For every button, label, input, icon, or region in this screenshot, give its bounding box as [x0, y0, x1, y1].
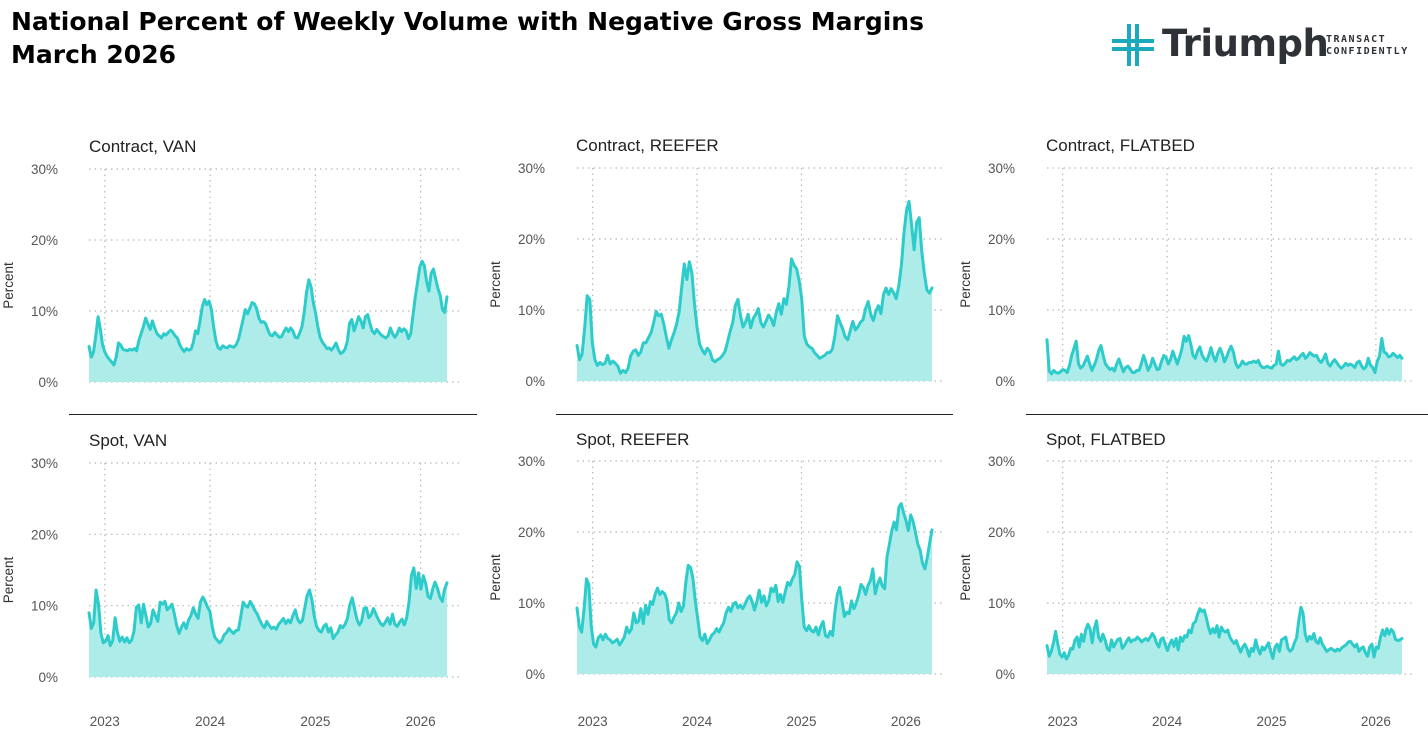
y-tick-label: 10%: [518, 303, 545, 318]
panel-title: Spot, FLATBED: [1046, 430, 1166, 449]
y-tick-label: 30%: [31, 456, 58, 471]
logo-tagline: TRANSACT CONFIDENTLY: [1326, 34, 1409, 58]
y-tick-label: 10%: [31, 304, 58, 319]
x-tick-label: 2024: [195, 714, 226, 729]
panel-spot-van: 0% 10% 20% 30% 2023 2024 2025 2026 Spot, VAN Perc…: [1, 431, 459, 729]
y-tick-label: 20%: [988, 232, 1015, 247]
panel-spot-flatbed: 0% 10% 20% 30% 2023 2024 2025 2026 Spot, FLATBED…: [958, 430, 1414, 729]
x-tick-label: 2026: [891, 714, 921, 729]
x-tick-label: 2023: [578, 714, 608, 729]
y-axis-label: Percent: [958, 554, 973, 601]
y-tick-label: 10%: [988, 303, 1015, 318]
title-line-1: National Percent of Weekly Volume with N…: [11, 7, 924, 36]
x-tick-label: 2024: [682, 714, 713, 729]
row-divider-3: [1026, 414, 1428, 415]
panel-title: Spot, VAN: [89, 431, 167, 450]
row-divider-1: [69, 414, 477, 415]
cross-logo-icon: [1112, 24, 1154, 66]
series-area: [1047, 335, 1402, 381]
x-tick-label: 2025: [300, 714, 330, 729]
series-line: [87, 566, 449, 648]
y-tick-label: 30%: [988, 161, 1015, 176]
y-tick-label: 30%: [518, 454, 545, 469]
y-axis-label: Percent: [958, 261, 973, 308]
series-area: [1047, 607, 1402, 674]
panel-contract-van: 0% 10% 20% 30% Contract, VAN Percent: [1, 137, 459, 390]
series-area: [577, 503, 932, 674]
y-tick-label: 10%: [988, 596, 1015, 611]
chart-title: National Percent of Weekly Volume with N…: [11, 5, 924, 71]
title-line-2: March 2026: [11, 40, 176, 69]
y-tick-label: 20%: [518, 232, 545, 247]
x-tick-label: 2025: [786, 714, 816, 729]
y-tick-label: 0%: [38, 375, 58, 390]
y-tick-label: 10%: [31, 599, 58, 614]
y-tick-label: 30%: [988, 454, 1015, 469]
panel-title: Contract, VAN: [89, 137, 196, 156]
series-area: [89, 567, 447, 677]
x-tick-label: 2024: [1152, 714, 1183, 729]
series-line: [1045, 334, 1404, 376]
logo-name: Triumph: [1162, 22, 1329, 65]
series-line: [87, 259, 449, 367]
x-tick-label: 2026: [1361, 714, 1391, 729]
y-tick-label: 30%: [518, 161, 545, 176]
y-tick-label: 0%: [525, 374, 545, 389]
panel-title: Contract, FLATBED: [1046, 136, 1195, 155]
y-tick-label: 0%: [525, 667, 545, 682]
triumph-logo: Triumph TRANSACT CONFIDENTLY: [1110, 20, 1428, 70]
y-tick-label: 10%: [518, 596, 545, 611]
y-tick-label: 20%: [31, 233, 58, 248]
x-tick-label: 2025: [1256, 714, 1286, 729]
panel-contract-flatbed: 0% 10% 20% 30% Contract, FLATBED Percent: [958, 136, 1414, 389]
y-axis-label: Percent: [1, 262, 16, 309]
series-line: [1045, 605, 1404, 661]
panel-title: Contract, REEFER: [576, 136, 719, 155]
y-tick-label: 20%: [31, 527, 58, 542]
logo-tagline-line-2: CONFIDENTLY: [1326, 46, 1409, 57]
logo-tagline-line-1: TRANSACT: [1326, 34, 1387, 45]
x-tick-label: 2026: [406, 714, 436, 729]
series-area: [89, 261, 447, 382]
y-tick-label: 20%: [988, 525, 1015, 540]
panel-title: Spot, REEFER: [576, 430, 689, 449]
x-tick-label: 2023: [90, 714, 120, 729]
series-line: [575, 502, 934, 649]
panel-spot-reefer: 0% 10% 20% 30% 2023 2024 2025 2026 Spot, REEFER P…: [488, 430, 944, 729]
y-axis-label: Percent: [488, 554, 503, 601]
y-tick-label: 0%: [38, 670, 58, 685]
panel-contract-reefer: 0% 10% 20% 30% Contract, REEFER Percent: [488, 136, 944, 389]
y-tick-label: 0%: [995, 374, 1015, 389]
y-tick-label: 0%: [995, 667, 1015, 682]
series-line: [575, 199, 934, 375]
y-axis-label: Percent: [1, 556, 16, 603]
y-axis-label: Percent: [488, 261, 503, 308]
y-tick-label: 30%: [31, 162, 58, 177]
x-tick-label: 2023: [1048, 714, 1078, 729]
y-tick-label: 20%: [518, 525, 545, 540]
row-divider-2: [556, 414, 953, 415]
